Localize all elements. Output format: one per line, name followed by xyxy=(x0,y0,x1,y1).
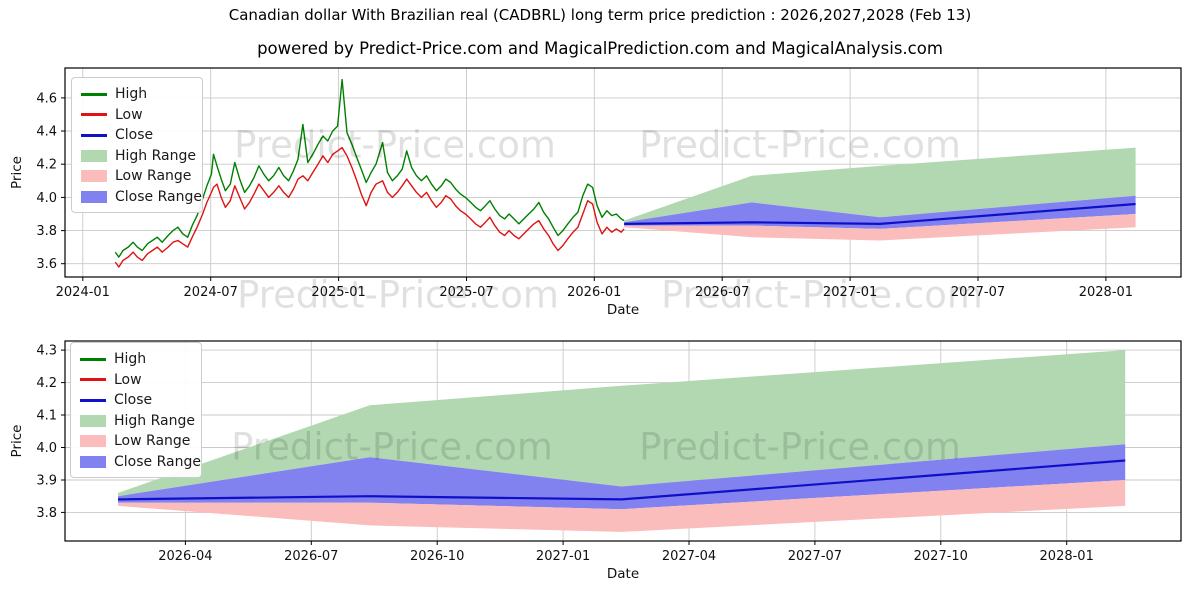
close-range-band xyxy=(118,444,1126,510)
legend-label: High xyxy=(115,86,148,103)
watermark-text: Predict-Price.com xyxy=(231,426,553,469)
y-tick-label: 3.6 xyxy=(36,257,57,272)
low-range-band xyxy=(118,480,1126,532)
legend-swatch-close-range xyxy=(80,455,106,468)
legend-swatch-low-range xyxy=(81,170,107,183)
plot-border xyxy=(64,340,1182,542)
x-tick-label: 2027-07 xyxy=(788,549,842,564)
legend-label: High xyxy=(114,351,147,368)
x-axis-label: Date xyxy=(607,566,639,582)
legend-label: High Range xyxy=(114,412,195,429)
legend-label: Close xyxy=(115,127,154,144)
legend: High Low Close High Range Low Range Close Ran… xyxy=(70,342,202,478)
legend-label: Close Range xyxy=(114,453,201,470)
legend-swatch-close-range xyxy=(81,190,107,203)
y-tick-label: 3.9 xyxy=(36,474,57,489)
x-tick-label: 2024-07 xyxy=(184,285,238,300)
high-range-band xyxy=(624,147,1136,223)
x-tick-label: 2027-04 xyxy=(662,549,716,564)
x-tick-label: 2026-04 xyxy=(158,549,212,564)
legend-item: High Range xyxy=(80,411,195,432)
y-tick-label: 4.2 xyxy=(36,376,57,391)
y-tick-label: 4.6 xyxy=(36,91,57,106)
y-tick-label: 4.4 xyxy=(36,125,57,140)
y-tick-label: 4.0 xyxy=(36,441,57,456)
watermark-text: Predict-Price.com xyxy=(639,124,961,167)
legend-item: Close Range xyxy=(80,452,201,473)
legend-item: Close xyxy=(80,390,192,411)
legend-swatch-high xyxy=(81,92,107,96)
legend-label: Close Range xyxy=(115,188,202,205)
low-range-band xyxy=(624,214,1136,241)
legend-swatch-low xyxy=(81,113,107,117)
x-tick-label: 2026-01 xyxy=(567,285,621,300)
figure-title: Canadian dollar With Brazilian real (CAD… xyxy=(228,6,972,24)
x-tick-label: 2027-07 xyxy=(951,285,1005,300)
y-tick-label: 4.1 xyxy=(36,409,57,424)
x-tick-label: 2026-10 xyxy=(410,549,464,564)
y-tick-label: 4.3 xyxy=(36,344,57,359)
y-tick-label: 4.0 xyxy=(36,191,57,206)
y-axis-label: Price xyxy=(9,425,25,458)
legend-label: Close xyxy=(114,392,153,409)
y-tick-label: 3.8 xyxy=(36,506,57,521)
legend-swatch-high-range xyxy=(80,414,106,427)
figure-subtitle: powered by Predict-Price.com and Magical… xyxy=(257,39,943,58)
watermark-text: Predict-Price.com xyxy=(661,274,983,317)
legend-swatch-low xyxy=(80,378,106,382)
legend-swatch-high xyxy=(80,357,106,361)
x-tick-label: 2027-01 xyxy=(536,549,590,564)
legend-item: High Range xyxy=(81,146,196,167)
watermark-text: Predict-Price.com xyxy=(234,124,556,167)
low-line xyxy=(114,146,625,268)
x-tick-label: 2027-10 xyxy=(914,549,968,564)
legend-item: Low xyxy=(80,370,192,391)
y-tick-label: 4.2 xyxy=(36,158,57,173)
legend-label: Low xyxy=(115,106,143,123)
x-tick-label: 2027-01 xyxy=(823,285,877,300)
legend-label: Low Range xyxy=(115,168,192,185)
x-tick-label: 2025-01 xyxy=(311,285,365,300)
watermark-text: Predict-Price.com xyxy=(639,426,961,469)
legend-swatch-high-range xyxy=(81,149,107,162)
legend-item: High xyxy=(80,349,192,370)
legend-item: Close xyxy=(81,125,193,146)
high-range-band xyxy=(118,350,1126,497)
x-tick-label: 2025-07 xyxy=(439,285,493,300)
legend-item: High xyxy=(81,84,193,105)
legend-label: Low Range xyxy=(114,433,191,450)
legend-swatch-close xyxy=(81,133,107,137)
legend-item: Low Range xyxy=(80,431,192,452)
legend-item: Close Range xyxy=(81,187,202,208)
x-tick-label: 2028-01 xyxy=(1040,549,1094,564)
legend-label: Low xyxy=(114,371,142,388)
x-tick-label: 2026-07 xyxy=(695,285,749,300)
x-tick-label: 2026-07 xyxy=(284,549,338,564)
legend-swatch-close xyxy=(80,398,106,402)
legend-item: Low Range xyxy=(81,166,193,187)
close-line xyxy=(117,459,1126,501)
y-axis-label: Price xyxy=(9,156,25,189)
x-axis-label: Date xyxy=(607,302,639,318)
legend-label: High Range xyxy=(115,147,196,164)
close-range-band xyxy=(624,195,1136,229)
legend-item: Low xyxy=(81,105,193,126)
x-tick-label: 2028-01 xyxy=(1079,285,1133,300)
watermark-text: Predict-Price.com xyxy=(237,274,559,317)
close-line xyxy=(624,202,1136,225)
legend: High Low Close High Range Low Range Close Ran… xyxy=(71,77,203,213)
legend-swatch-low-range xyxy=(80,435,106,448)
plot-border xyxy=(64,67,1182,278)
y-tick-label: 3.8 xyxy=(36,224,57,239)
x-tick-label: 2024-01 xyxy=(56,285,110,300)
